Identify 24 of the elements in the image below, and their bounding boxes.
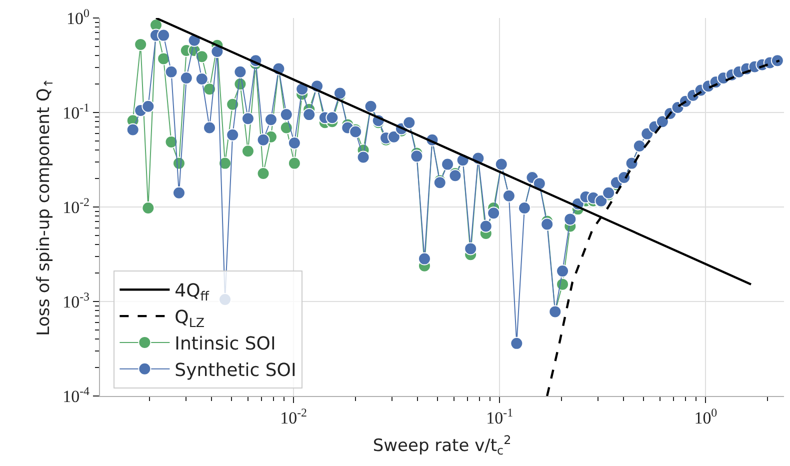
y-tick-label: 10$^{0}$	[66, 6, 90, 28]
point	[256, 167, 270, 180]
point	[134, 38, 148, 51]
point	[556, 278, 570, 291]
point	[280, 121, 293, 134]
legend-label: Intinsic SOI	[174, 333, 276, 354]
point	[157, 52, 170, 66]
legend-label: Q$_{LZ}$	[174, 307, 205, 330]
x-tick-label: 10$^{0}$	[694, 405, 718, 428]
point	[241, 144, 254, 158]
y-tick-label: 10$^{-4}$	[62, 384, 90, 406]
y-tick-label: 10$^{-1}$	[62, 100, 90, 122]
legend-label: Synthetic SOI	[174, 360, 296, 381]
y-tick-label: 10$^{-3}$	[62, 289, 90, 312]
point	[142, 202, 155, 214]
point	[218, 156, 232, 170]
point	[164, 135, 178, 148]
point	[288, 156, 301, 170]
x-tick-label: 10$^{-1}$	[486, 405, 514, 428]
legend-label: 4Q$_{ff}$	[174, 280, 210, 304]
y-tick-label: 10$^{-2}$	[62, 194, 90, 217]
x-tick-label: 10$^{-2}$	[280, 405, 308, 428]
point	[226, 98, 240, 111]
point	[195, 50, 208, 64]
